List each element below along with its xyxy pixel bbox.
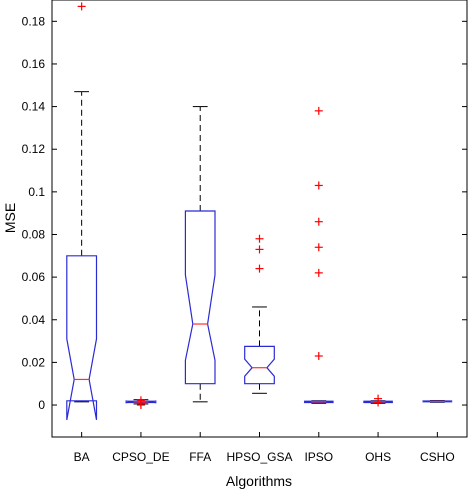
outlier-marker <box>77 2 86 11</box>
y-tick-label: 0.04 <box>22 313 46 327</box>
y-tick-label: 0.14 <box>22 100 46 114</box>
outlier-marker <box>314 217 323 226</box>
box-ohs <box>363 394 393 407</box>
outlier-marker <box>314 181 323 190</box>
outlier-marker <box>314 351 323 360</box>
box-hpso-gsa <box>244 234 275 394</box>
y-tick-label: 0.08 <box>22 227 46 241</box>
box-csho <box>422 400 453 403</box>
x-tick-label: BA <box>74 450 90 464</box>
x-axis-title: Algorithms <box>226 473 292 489</box>
outlier-marker <box>314 268 323 277</box>
notched-box <box>184 210 216 385</box>
notched-box <box>422 400 453 403</box>
outlier-marker <box>314 106 323 115</box>
plot-area <box>51 0 468 438</box>
x-tick-label: IPSO <box>304 450 333 464</box>
y-tick-label: 0.18 <box>22 14 46 28</box>
x-tick-label: OHS <box>365 450 391 464</box>
outlier-marker <box>136 396 145 405</box>
notched-box <box>66 255 98 421</box>
box-series <box>66 2 453 421</box>
y-tick-label: 0.02 <box>22 355 46 369</box>
outlier-marker <box>255 264 264 273</box>
notched-box <box>125 400 157 404</box>
box-cpso-de <box>125 396 157 410</box>
box-ffa <box>184 106 216 403</box>
box-ba <box>66 2 98 421</box>
y-tick-label: 0.06 <box>22 270 46 284</box>
outlier-marker <box>255 234 264 243</box>
x-tick-label: CPSO_DE <box>112 450 169 464</box>
y-axis: 0 0.02 0.04 0.06 0.08 0.1 0.12 0.14 0.16 0.18 <box>22 14 467 412</box>
notched-box <box>244 345 275 385</box>
box-ipso <box>303 106 334 404</box>
x-tick-label: HPSO_GSA <box>226 450 292 464</box>
outlier-marker <box>374 394 383 403</box>
outlier-marker <box>255 245 264 254</box>
x-tick-label: FFA <box>189 450 211 464</box>
y-tick-label: 0.16 <box>22 57 46 71</box>
x-axis: BA CPSO_DE FFA HPSO_GSA IPSO OHS CSHO <box>74 432 455 464</box>
outlier-marker <box>314 243 323 252</box>
y-tick-label: 0.1 <box>28 185 45 199</box>
y-tick-label: 0 <box>38 398 45 412</box>
x-tick-label: CSHO <box>420 450 455 464</box>
y-tick-label: 0.12 <box>22 142 46 156</box>
y-axis-title: MSE <box>2 203 18 233</box>
axes-frame <box>51 0 468 438</box>
